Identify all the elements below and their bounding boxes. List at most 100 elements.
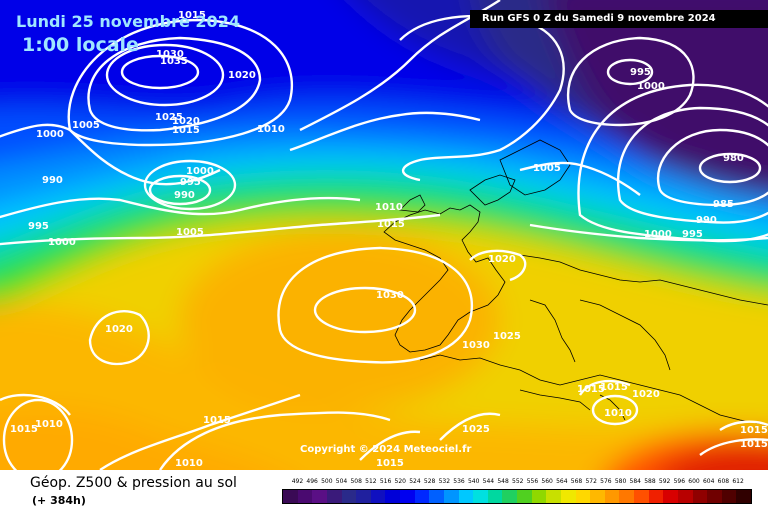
map-canvas: 1015 1035 1030 1020 1025 1020 1015 1005 … — [0, 0, 768, 470]
isobar-label: 1015 — [203, 415, 231, 426]
color-scale-tick-label: 512 — [365, 478, 377, 485]
color-scale-swatch — [400, 490, 415, 503]
color-scale-swatch — [517, 490, 532, 503]
color-scale-swatch — [385, 490, 400, 503]
isobar-label: 1020 — [105, 324, 133, 335]
isobar-label: 1025 — [155, 112, 183, 123]
color-scale-swatch — [707, 490, 722, 503]
forecast-local-time: 1:00 locale — [22, 34, 139, 56]
color-scale-swatch — [356, 490, 371, 503]
color-scale-tick-label: 572 — [585, 478, 597, 485]
color-scale-tick-label: 584 — [629, 478, 641, 485]
isobar-label: 1015 — [740, 425, 768, 436]
color-scale-tick-label: 492 — [291, 478, 304, 485]
coastlines — [383, 139, 768, 426]
color-scale-tick-label: 520 — [394, 478, 406, 485]
isobar-label: 1000 — [48, 237, 76, 248]
model-run-label: Run GFS 0 Z du Samedi 9 novembre 2024 — [470, 10, 768, 28]
color-scale-swatch — [429, 490, 444, 503]
isobar-label: 1015 — [740, 439, 768, 450]
isobar-label: 1030 — [462, 340, 490, 351]
color-scale-swatch — [546, 490, 561, 503]
isobar-label: 1000 — [186, 166, 214, 177]
isobar-label: 1005 — [72, 120, 100, 131]
color-scale-tick-label: 548 — [497, 478, 509, 485]
isobar-label: 985 — [713, 199, 734, 210]
isobar-label: 1010 — [257, 124, 285, 135]
color-scale-swatch — [590, 490, 605, 503]
isobar-label: 990 — [174, 190, 195, 201]
color-scale-swatch — [560, 490, 576, 503]
color-scale-tick-label: 592 — [658, 478, 671, 485]
color-scale-swatch — [663, 490, 678, 503]
isobar-label: 1030 — [376, 290, 404, 301]
isobar-label: 1005 — [176, 227, 204, 238]
color-scale-swatch — [648, 490, 664, 503]
color-scale-tick-label: 540 — [467, 478, 480, 485]
color-scale-tick-label: 568 — [570, 478, 583, 485]
isobar-label: 1025 — [493, 331, 521, 342]
isobar-label: 1015 — [376, 458, 404, 469]
isobar-label: 1000 — [644, 229, 672, 240]
isobar-label: 990 — [696, 215, 717, 226]
color-scale-tick-label: 556 — [526, 478, 539, 485]
color-scale-tick-label: 508 — [350, 478, 362, 485]
color-scale-swatch — [473, 490, 488, 503]
color-scale-tick-label: 604 — [702, 478, 715, 485]
isobar-label: 1015 — [600, 382, 628, 393]
color-scale-tick-label: 600 — [688, 478, 700, 485]
color-scale-swatch — [283, 490, 298, 503]
isobar-label: 1035 — [160, 56, 188, 67]
isobar-label: 1020 — [172, 116, 200, 127]
isobar-label: 1000 — [637, 81, 665, 92]
isobar-label: 1015 — [10, 424, 38, 435]
isobar-label: 995 — [28, 221, 49, 232]
parameter-title: Géop. Z500 & pression au sol — [30, 475, 237, 491]
color-scale-swatch — [487, 490, 503, 503]
color-scale-tick-label: 536 — [453, 478, 465, 485]
isobar-labels: 1015 1035 1030 1020 1025 1020 1015 1005 … — [10, 10, 768, 469]
isobar-label: 1010 — [604, 408, 632, 419]
color-scale-swatch — [341, 490, 357, 503]
isobars — [0, 0, 768, 470]
color-scale-swatch — [575, 490, 591, 503]
isobar-label: 1010 — [35, 419, 63, 430]
isobar-label: 1010 — [175, 458, 203, 469]
copyright-notice: Copyright © 2024 Meteociel.fr — [300, 444, 472, 455]
color-scale-tick-label: 576 — [600, 478, 612, 485]
color-scale-ticks: 492 496 500 504 508 512 516 520 524 528 532 536 540 5… — [282, 478, 752, 488]
color-scale-tick-label: 516 — [379, 478, 392, 485]
isobar-label: 1005 — [533, 163, 561, 174]
isobar-label: 1015 — [377, 219, 405, 230]
isobar-label: 1020 — [632, 389, 660, 400]
color-scale-tick-label: 580 — [614, 478, 627, 485]
isobar-label: 1030 — [156, 49, 184, 60]
color-scale-tick-label: 496 — [306, 478, 318, 485]
color-scale-tick-label: 544 — [482, 478, 495, 485]
color-scale-tick-label: 596 — [673, 478, 686, 485]
color-scale-swatch — [721, 490, 737, 503]
color-scale-swatch — [502, 490, 517, 503]
isobar-label: 995 — [180, 177, 201, 188]
isobar-label: 1020 — [228, 70, 256, 81]
color-scale-tick-label: 552 — [512, 478, 524, 485]
color-scale-tick-label: 504 — [335, 478, 348, 485]
isobar-label: 980 — [723, 153, 744, 164]
isobar-label: 1000 — [36, 129, 64, 140]
color-scale-tick-label: 608 — [717, 478, 730, 485]
color-scale-swatch — [297, 490, 313, 503]
isobar-label: 990 — [42, 175, 63, 186]
isobar-label: 1025 — [462, 424, 490, 435]
color-scale-tick-label: 528 — [423, 478, 436, 485]
color-scale-swatch — [312, 490, 327, 503]
isobar-label: 995 — [630, 67, 651, 78]
color-scale-tick-label: 588 — [644, 478, 656, 485]
color-scale-tick-label: 524 — [409, 478, 421, 485]
color-scale-swatch — [677, 490, 693, 503]
color-scale-tick-label: 612 — [732, 478, 744, 485]
color-scale-tick-label: 500 — [321, 478, 333, 485]
color-scale-swatch — [619, 490, 634, 503]
weather-map: 1015 1035 1030 1020 1025 1020 1015 1005 … — [0, 0, 768, 470]
color-scale-swatch — [692, 490, 708, 503]
color-scale-tick-label: 560 — [541, 478, 553, 485]
